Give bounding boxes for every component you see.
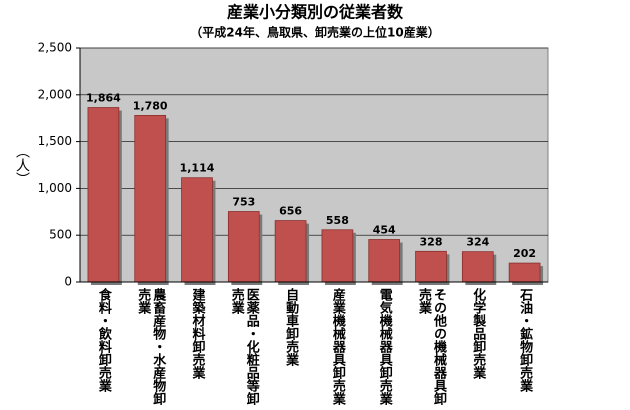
chart-title: 産業小分類別の従業者数 [227,3,404,22]
y-tick-label: 2,000 [38,87,72,101]
x-tick-label: 石油・鉱物卸売業 [517,288,533,392]
x-tick-label: 食料・飲料卸売業 [95,288,111,392]
y-tick-label: 1,500 [38,134,72,148]
bar [134,114,167,283]
value-label: 202 [513,247,536,260]
value-label: 558 [326,214,349,227]
bar [274,220,307,283]
x-tick-label: 化学製品卸売業 [470,288,486,379]
value-label: 1,780 [133,99,168,112]
bar [227,211,260,283]
bar [415,250,447,283]
value-label: 1,864 [86,92,121,105]
value-label: 324 [466,236,489,249]
bar [368,239,401,283]
bar [87,107,120,283]
bar [461,251,494,283]
y-tick-label: 500 [49,228,72,242]
x-tick-label: 建築材料卸売業 [189,288,205,379]
bar [508,262,541,283]
x-tick-label: 産業機械器具卸売業 [329,288,345,405]
chart-subtitle: （平成24年、鳥取県、卸売業の上位10産業） [190,25,439,40]
y-tick-label: 1,000 [38,181,72,195]
value-label: 753 [232,196,255,209]
y-tick-label: 2,500 [38,41,72,55]
value-label: 656 [279,205,302,218]
value-label: 454 [373,224,396,237]
x-tick-label: 電気機械器具卸売業 [376,288,392,405]
x-tick-label: 農畜産物・水産物卸売業 [135,288,166,405]
x-tick-label: その他の機械器具卸売業 [416,288,446,405]
x-tick-label: 自動車卸売業 [283,288,299,366]
bar [181,177,213,283]
value-label: 1,114 [180,162,215,175]
bar [321,229,354,283]
value-label: 328 [420,235,443,248]
x-tick-label: 医薬品・化粧品等卸売業 [228,288,259,405]
y-tick-label: 0 [64,275,72,289]
y-axis-label: （人） [14,144,30,186]
